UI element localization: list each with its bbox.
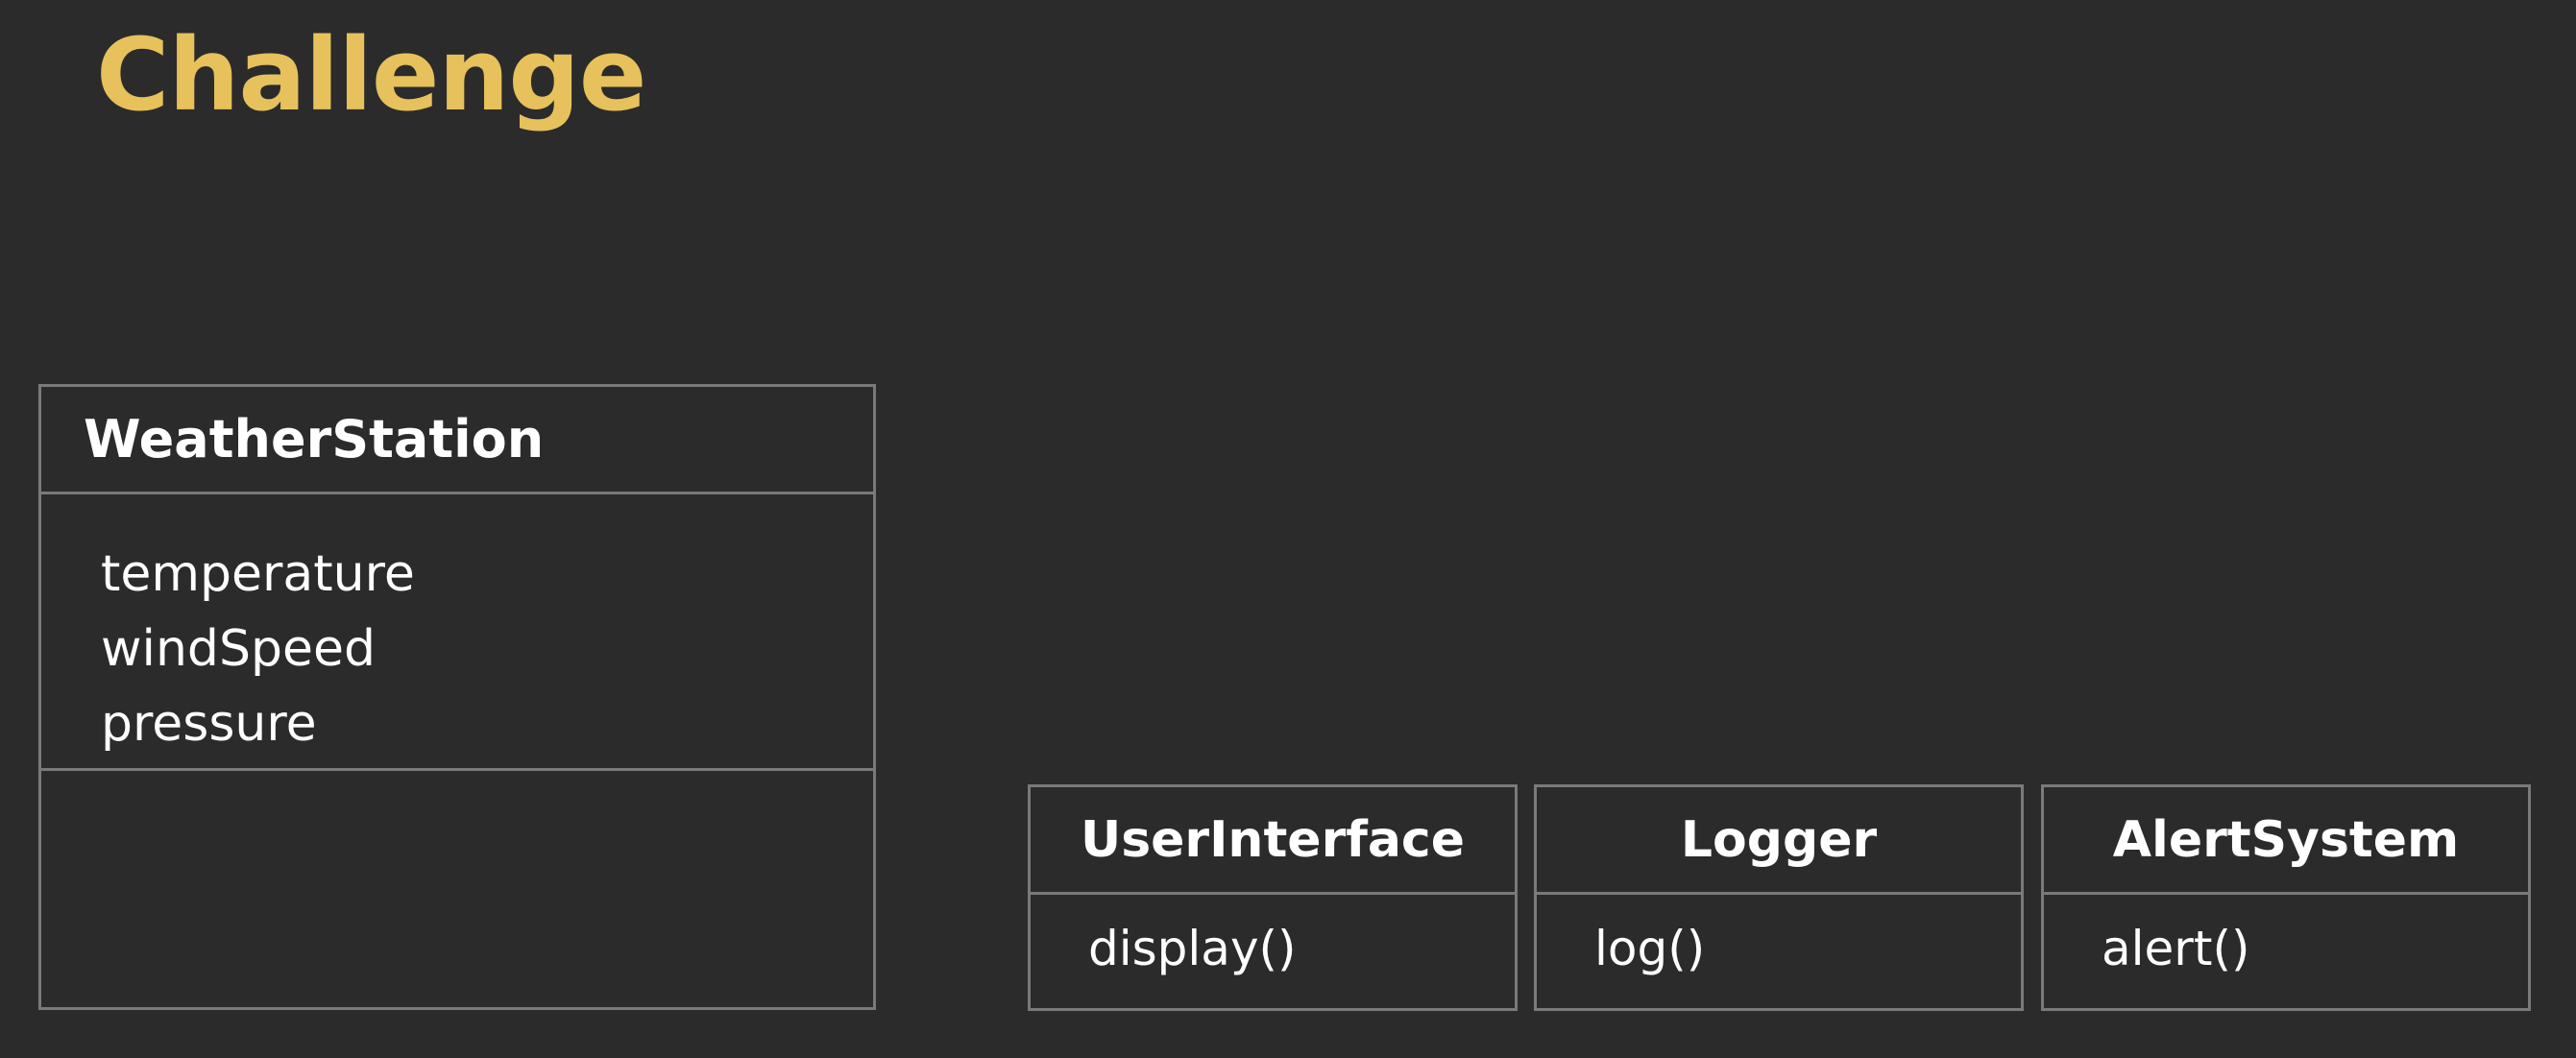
attribute-item: pressure	[101, 695, 317, 753]
methods-section: log()	[1537, 895, 2021, 981]
attribute-item: temperature	[101, 545, 415, 603]
slide-title: Challenge	[96, 16, 646, 133]
attributes-section: temperature windSpeed pressure	[41, 494, 873, 771]
methods-section: alert()	[2044, 895, 2528, 981]
class-logger: Logger log()	[1534, 784, 2024, 1011]
class-weatherstation: WeatherStation temperature windSpeed pre…	[38, 384, 876, 1010]
class-name: WeatherStation	[41, 387, 873, 494]
method-item: display()	[1088, 921, 1297, 976]
method-item: alert()	[2102, 921, 2250, 976]
class-alertsystem: AlertSystem alert()	[2041, 784, 2531, 1011]
method-item: log()	[1594, 921, 1706, 976]
methods-section: display()	[1031, 895, 1515, 981]
methods-section	[41, 771, 873, 1007]
attribute-item: windSpeed	[101, 620, 376, 678]
class-name: AlertSystem	[2044, 787, 2528, 895]
class-name: Logger	[1537, 787, 2021, 895]
class-name: UserInterface	[1031, 787, 1515, 895]
class-userinterface: UserInterface display()	[1028, 784, 1518, 1011]
